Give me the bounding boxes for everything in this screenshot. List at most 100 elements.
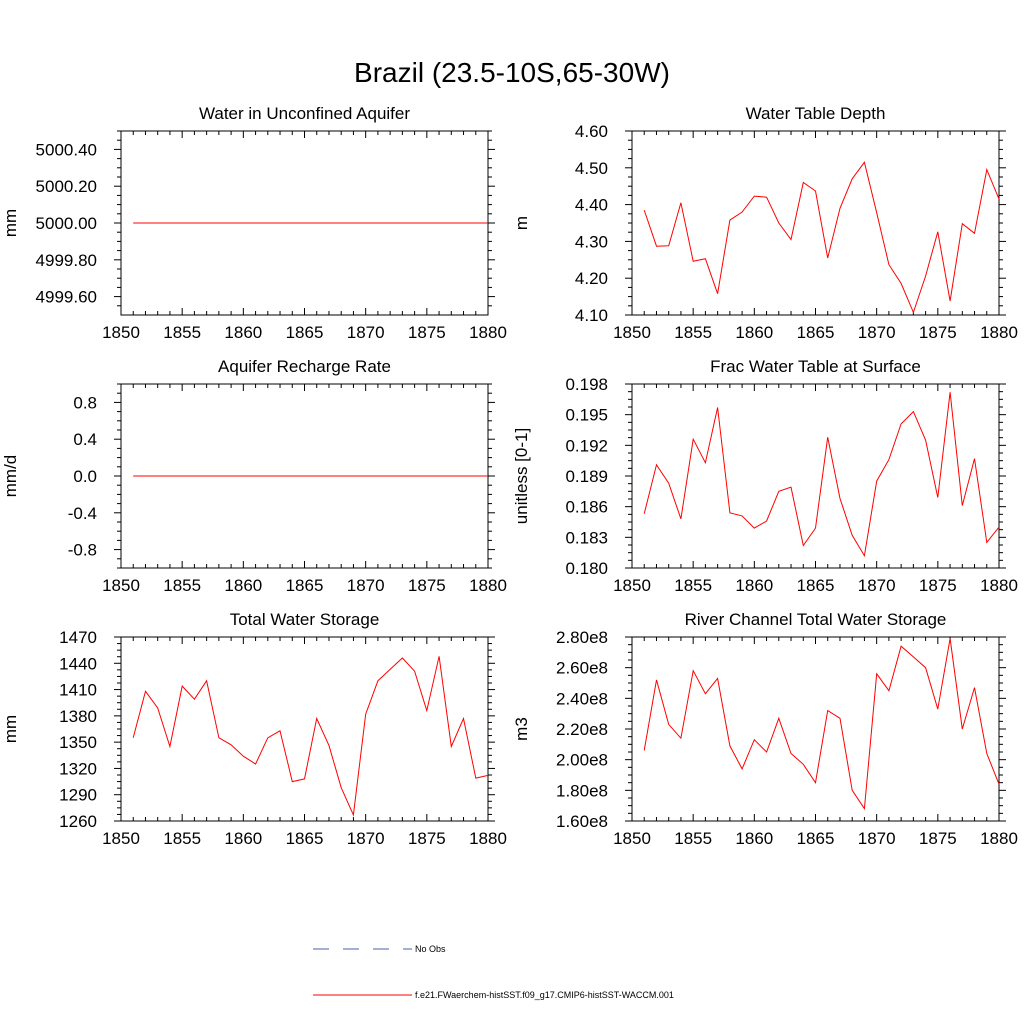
- x-tick-label: 1865: [286, 829, 324, 848]
- x-tick-label: 1855: [674, 576, 712, 595]
- y-tick-label: 0.186: [565, 498, 608, 517]
- y-tick-label: 0.192: [565, 436, 608, 455]
- y-tick-label: 5000.40: [36, 140, 97, 159]
- y-tick-label: 4.10: [575, 306, 608, 325]
- legend-model-label: f.e21.FWaerchem-histSST.f09_g17.CMIP6-hi…: [415, 990, 674, 1000]
- x-tick-label: 1870: [347, 829, 385, 848]
- y-tick-label: 0.183: [565, 528, 608, 547]
- y-tick-label: 4.20: [575, 269, 608, 288]
- x-tick-label: 1850: [102, 576, 140, 595]
- panel-title: Aquifer Recharge Rate: [218, 357, 391, 376]
- x-tick-label: 1860: [224, 323, 262, 342]
- plot-frame: [120, 636, 489, 822]
- x-tick-label: 1860: [735, 829, 773, 848]
- x-tick-label: 1875: [919, 829, 957, 848]
- x-tick-label: 1850: [613, 576, 651, 595]
- y-tick-label: 4999.60: [36, 288, 97, 307]
- x-tick-label: 1860: [735, 323, 773, 342]
- y-tick-label: 0.8: [73, 393, 97, 412]
- x-tick-label: 1870: [347, 323, 385, 342]
- x-tick-label: 1875: [408, 323, 446, 342]
- x-tick-label: 1850: [613, 829, 651, 848]
- y-tick-label: 1290: [59, 786, 97, 805]
- x-tick-label: 1865: [797, 576, 835, 595]
- y-tick-label: 0.0: [73, 467, 97, 486]
- y-tick-label: 4.40: [575, 196, 608, 215]
- x-tick-label: 1860: [735, 576, 773, 595]
- x-tick-label: 1880: [469, 829, 507, 848]
- y-tick-label: 5000.00: [36, 214, 97, 233]
- panel-aquifer-recharge-rate: Aquifer Recharge Rate mm/d 1850 1855 1860 186…: [1, 357, 507, 595]
- x-tick-label: 1855: [163, 576, 201, 595]
- x-tick-label: 1865: [797, 323, 835, 342]
- x-tick-label: 1875: [408, 829, 446, 848]
- y-axis-label: mm/d: [1, 455, 20, 498]
- panel-frac-water-table-surface: Frac Water Table at Surface unitless [0-1…: [512, 357, 1018, 595]
- data-series-line: [643, 638, 1000, 811]
- panel-total-water-storage: Total Water Storage mm 1850 1855 1860 1865 187…: [1, 610, 507, 848]
- y-tick-label: -0.4: [68, 504, 97, 523]
- y-tick-label: 4.60: [575, 122, 608, 141]
- y-axis-label: m3: [512, 717, 531, 741]
- x-tick-label: 1870: [858, 323, 896, 342]
- y-axis-label: mm: [1, 715, 20, 743]
- x-tick-label: 1880: [469, 576, 507, 595]
- y-tick-label: 2.60e8: [556, 659, 608, 678]
- x-tick-label: 1880: [469, 323, 507, 342]
- x-tick-label: 1855: [674, 323, 712, 342]
- y-tick-label: 1260: [59, 812, 97, 831]
- x-tick-label: 1880: [980, 829, 1018, 848]
- data-series-line: [643, 392, 1000, 558]
- x-tick-label: 1870: [347, 576, 385, 595]
- y-tick-label: 2.00e8: [556, 751, 608, 770]
- panel-river-channel-storage: River Channel Total Water Storage m3 1850 1…: [512, 610, 1018, 848]
- y-tick-label: 4.50: [575, 159, 608, 178]
- x-tick-label: 1880: [980, 323, 1018, 342]
- y-axis-label: mm: [1, 209, 20, 237]
- panel-water-table-depth: Water Table Depth m 1850 1855 1860 1865 1870 18…: [512, 104, 1018, 342]
- panel-title: Water Table Depth: [746, 104, 886, 123]
- x-tick-label: 1860: [224, 576, 262, 595]
- x-tick-label: 1850: [102, 323, 140, 342]
- x-tick-label: 1850: [613, 323, 651, 342]
- y-axis-label: m: [512, 216, 531, 230]
- y-tick-label: 0.189: [565, 467, 608, 486]
- x-tick-label: 1865: [286, 576, 324, 595]
- legend: No Obs f.e21.FWaerchem-histSST.f09_g17.C…: [313, 944, 674, 1000]
- data-series-line: [132, 656, 489, 817]
- plot-frame: [631, 130, 1000, 316]
- plot-frame: [631, 636, 1000, 822]
- panel-title: Frac Water Table at Surface: [710, 357, 921, 376]
- x-tick-label: 1855: [674, 829, 712, 848]
- y-tick-label: 4.30: [575, 232, 608, 251]
- y-tick-label: 1.80e8: [556, 781, 608, 800]
- panel-title: Total Water Storage: [230, 610, 380, 629]
- y-tick-label: 1350: [59, 733, 97, 752]
- y-tick-label: 1440: [59, 654, 97, 673]
- x-tick-label: 1850: [102, 829, 140, 848]
- y-tick-label: 2.40e8: [556, 689, 608, 708]
- y-tick-label: 1380: [59, 707, 97, 726]
- legend-obs-label: No Obs: [415, 944, 446, 954]
- x-tick-label: 1875: [919, 576, 957, 595]
- x-tick-label: 1860: [224, 829, 262, 848]
- panel-title: Water in Unconfined Aquifer: [199, 104, 410, 123]
- x-tick-label: 1855: [163, 829, 201, 848]
- y-tick-label: 1410: [59, 681, 97, 700]
- x-tick-label: 1875: [919, 323, 957, 342]
- x-tick-label: 1855: [163, 323, 201, 342]
- x-tick-label: 1870: [858, 576, 896, 595]
- x-tick-label: 1865: [797, 829, 835, 848]
- y-tick-label: 5000.20: [36, 177, 97, 196]
- y-tick-label: 0.4: [73, 430, 97, 449]
- y-tick-label: 1320: [59, 759, 97, 778]
- x-tick-label: 1865: [286, 323, 324, 342]
- y-tick-label: 0.180: [565, 559, 608, 578]
- y-tick-label: 1470: [59, 628, 97, 647]
- page-title: Brazil (23.5-10S,65-30W): [354, 57, 670, 88]
- y-tick-label: 1.60e8: [556, 812, 608, 831]
- panel-water-unconfined-aquifer: Water in Unconfined Aquifer mm 1850 1855 186…: [1, 104, 507, 342]
- y-tick-label: 2.20e8: [556, 720, 608, 739]
- y-axis-label: unitless [0-1]: [512, 428, 531, 524]
